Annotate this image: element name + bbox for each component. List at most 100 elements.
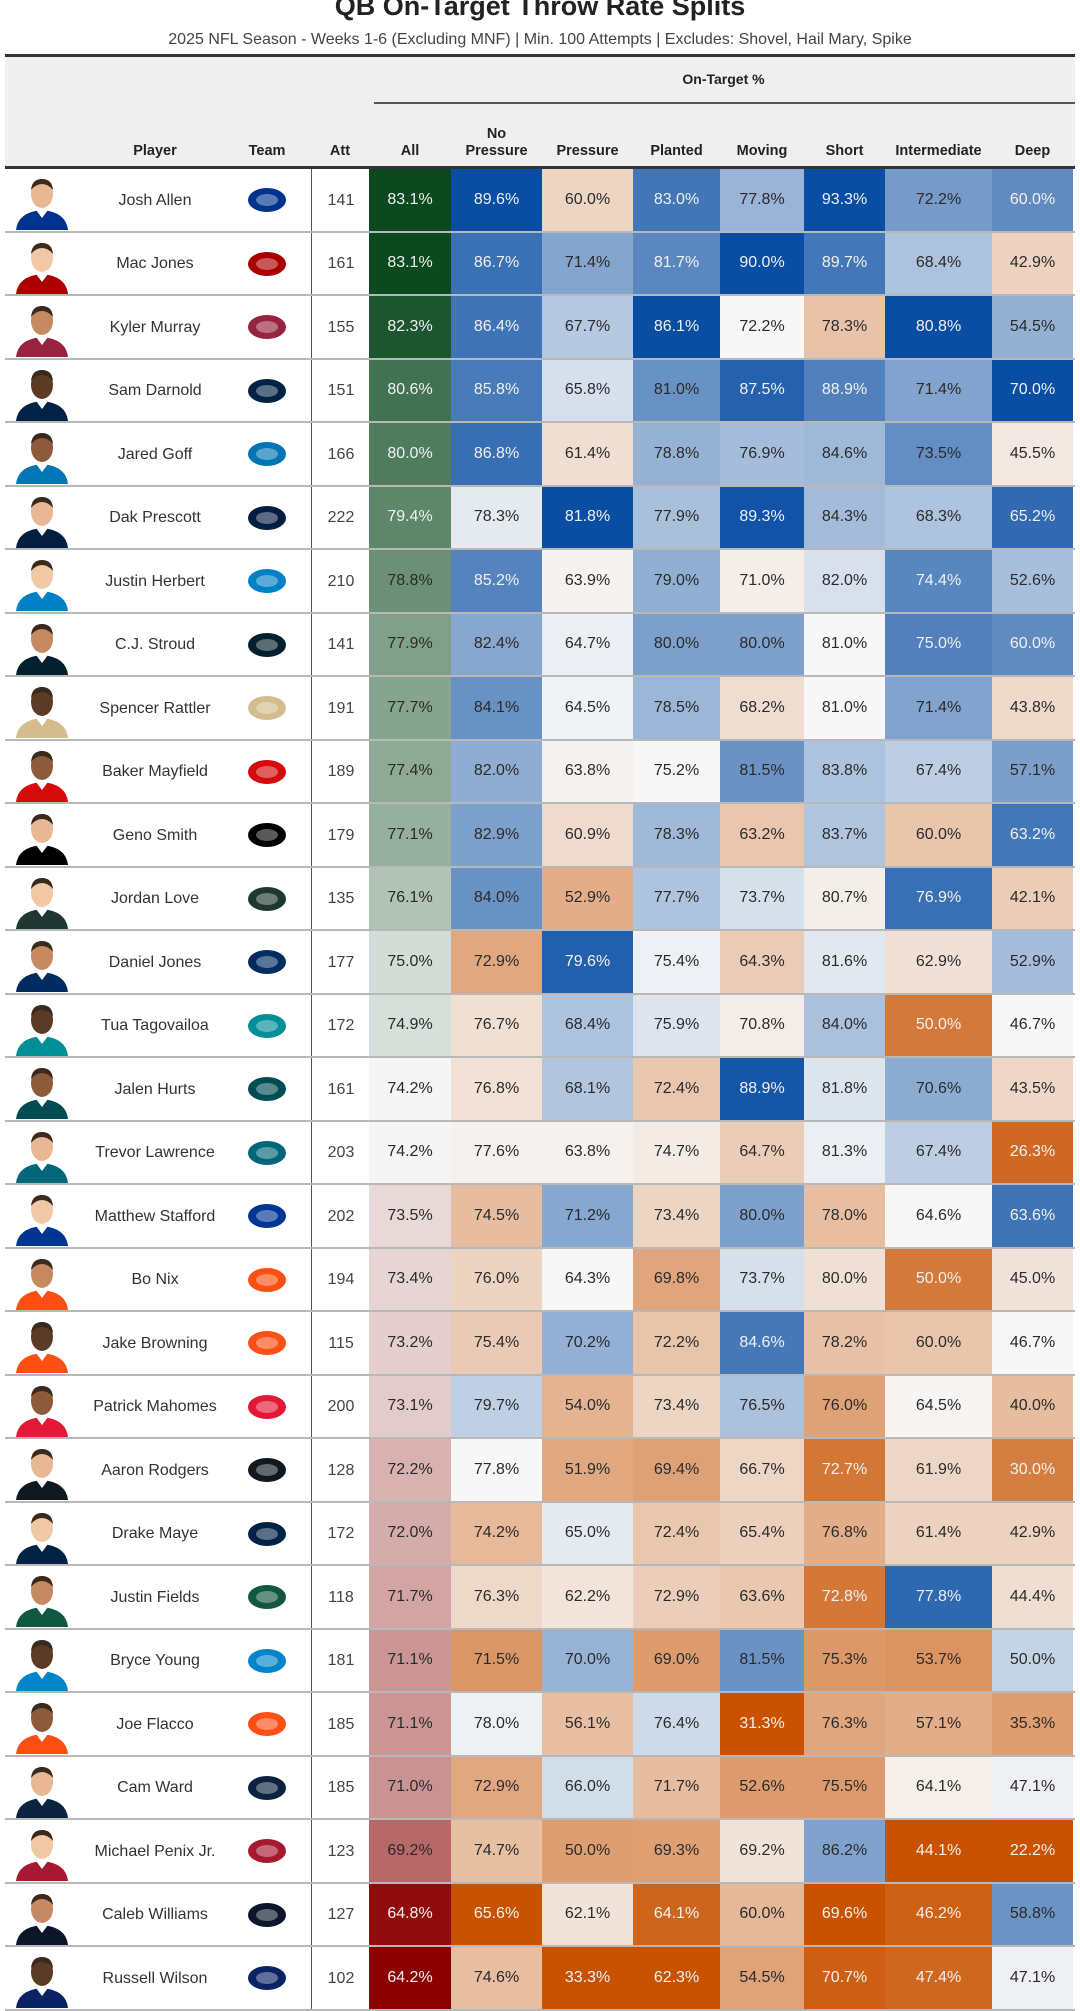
value-cell-intermediate: 64.1% — [885, 1756, 992, 1818]
value-cell-no-pressure: 86.8% — [451, 423, 542, 485]
value-cell-short: 78.0% — [804, 1185, 885, 1247]
value-cell-no-pressure: 76.8% — [451, 1058, 542, 1120]
table-row: Michael Penix Jr. 123 69.2% 74.7% 50.0% 69.3%… — [0, 1820, 1080, 1884]
group-label-on-target: On-Target % — [682, 71, 765, 87]
table-row: Jordan Love 135 76.1% 84.0% 52.9% 77.7% 73.7% 8… — [0, 867, 1080, 931]
value-cell-pressure: 56.1% — [542, 1693, 633, 1755]
value-cell-planted: 77.9% — [633, 486, 720, 548]
value-cell-short: 80.7% — [804, 867, 885, 929]
attempts-cell: 203 — [311, 1121, 370, 1185]
player-photo — [16, 1830, 68, 1881]
seahawks-logo-icon — [248, 378, 286, 403]
player-photo — [16, 433, 68, 484]
attempts-cell: 172 — [311, 1502, 370, 1566]
attempts-cell: 202 — [311, 1185, 370, 1248]
player-name: Jared Goff — [117, 445, 193, 463]
column-header-deep: Deep — [992, 110, 1073, 160]
value-cell-moving: 70.8% — [720, 994, 804, 1056]
value-cell-deep: 52.9% — [992, 931, 1073, 993]
value-cell-planted: 69.3% — [633, 1820, 720, 1882]
value-cell-planted: 78.3% — [633, 804, 720, 866]
table-row: Tua Tagovailoa 172 74.9% 76.7% 68.4% 75.9% 70.… — [0, 994, 1080, 1058]
value-cell-deep: 47.1% — [992, 1947, 1073, 2009]
column-header-att: Att — [311, 110, 369, 160]
column-header-short: Short — [804, 110, 885, 160]
header-text: Deep — [1014, 143, 1051, 159]
row-divider — [5, 484, 1075, 487]
value-cell-short: 76.3% — [804, 1693, 885, 1755]
value-cell-no-pressure: 86.7% — [451, 232, 542, 294]
player-photo — [16, 1004, 68, 1056]
value-cell-moving: 76.5% — [720, 1375, 804, 1437]
player-name: Geno Smith — [112, 826, 198, 844]
attempts-cell: 127 — [311, 1883, 370, 1947]
dolphins-logo-icon — [248, 1013, 286, 1038]
value-cell-planted: 77.7% — [633, 867, 720, 929]
attempts-cell: 135 — [311, 867, 370, 931]
value-cell-pressure: 60.9% — [542, 804, 633, 866]
player-name: Joe Flacco — [116, 1715, 194, 1733]
value-cell-pressure: 65.0% — [542, 1502, 633, 1564]
row-divider — [5, 1691, 1075, 1693]
attempts-cell: 185 — [311, 1693, 370, 1756]
value-cell-deep: 60.0% — [992, 169, 1073, 231]
table-row: Justin Herbert 210 78.8% 85.2% 63.9% 79.0% 71.… — [0, 550, 1080, 614]
attempts-cell: 115 — [311, 1312, 370, 1375]
column-header-team: Team — [244, 110, 290, 160]
value-cell-all: 74.2% — [369, 1121, 451, 1183]
table-row: Trevor Lawrence 203 74.2% 77.6% 63.8% 74.7% 64… — [0, 1121, 1080, 1185]
value-cell-short: 89.7% — [804, 232, 885, 294]
value-cell-moving: 80.0% — [720, 1185, 804, 1247]
attempts-cell: 181 — [311, 1629, 370, 1693]
value-cell-no-pressure: 82.0% — [451, 740, 542, 802]
value-cell-all: 83.1% — [369, 169, 451, 231]
player-name: Michael Penix Jr. — [94, 1842, 216, 1860]
table-row: Aaron Rodgers 128 72.2% 77.8% 51.9% 69.4% 66.7… — [0, 1439, 1080, 1503]
value-cell-all: 77.9% — [369, 613, 451, 675]
table-row: Russell Wilson 102 64.2% 74.6% 33.3% 62.3% 54.… — [0, 1947, 1080, 2011]
column-header-planted: Planted — [633, 110, 720, 160]
value-cell-planted: 75.9% — [633, 994, 720, 1056]
buccaneers-logo-icon — [248, 759, 286, 784]
jets-logo-icon — [248, 1585, 286, 1609]
49ers-logo-icon — [248, 251, 286, 276]
bengals-logo-icon — [248, 1712, 286, 1736]
value-cell-intermediate: 50.0% — [885, 1248, 992, 1310]
value-cell-no-pressure: 76.3% — [451, 1566, 542, 1628]
table-row: Jake Browning 115 73.2% 75.4% 70.2% 72.2% 84.6… — [0, 1312, 1080, 1376]
player-photo — [16, 1766, 68, 1818]
attempts-cell: 155 — [311, 296, 370, 359]
eagles-logo-icon — [248, 1077, 286, 1101]
player-name: Baker Mayfield — [102, 763, 208, 780]
top-divider — [5, 54, 1075, 57]
value-cell-deep: 70.0% — [992, 359, 1073, 421]
header-text: No — [486, 126, 507, 142]
value-cell-all: 83.1% — [369, 232, 451, 294]
player-photo — [16, 1703, 68, 1754]
steelers-logo-icon — [248, 1458, 286, 1482]
value-cell-intermediate: 77.8% — [885, 1566, 992, 1628]
table-row: Daniel Jones 177 75.0% 72.9% 79.6% 75.4% 64.3%… — [0, 931, 1080, 995]
table-row: Caleb Williams 127 64.8% 65.6% 62.1% 64.1% 60.… — [0, 1883, 1080, 1947]
value-cell-no-pressure: 82.9% — [451, 804, 542, 866]
header-divider — [5, 166, 1075, 169]
player-photo — [16, 1131, 68, 1183]
value-cell-no-pressure: 84.1% — [451, 677, 542, 739]
value-cell-short: 81.6% — [804, 931, 885, 993]
value-cell-intermediate: 53.7% — [885, 1629, 992, 1691]
player-name: Aaron Rodgers — [101, 1461, 209, 1479]
player-photo — [16, 814, 68, 865]
table-row: Joe Flacco 185 71.1% 78.0% 56.1% 76.4% 31.3% 76… — [0, 1693, 1080, 1757]
row-divider — [5, 1881, 1075, 1884]
value-cell-planted: 81.7% — [633, 232, 720, 294]
value-cell-all: 80.0% — [369, 423, 451, 485]
value-cell-pressure: 63.8% — [542, 740, 633, 802]
value-cell-moving: 88.9% — [720, 1058, 804, 1120]
value-cell-deep: 42.9% — [992, 232, 1073, 294]
value-cell-deep: 63.6% — [992, 1185, 1073, 1247]
value-cell-deep: 22.2% — [992, 1820, 1073, 1882]
value-cell-planted: 80.0% — [633, 613, 720, 675]
attempts-cell: 189 — [311, 740, 370, 804]
value-cell-deep: 57.1% — [992, 740, 1073, 802]
value-cell-short: 81.3% — [804, 1121, 885, 1183]
